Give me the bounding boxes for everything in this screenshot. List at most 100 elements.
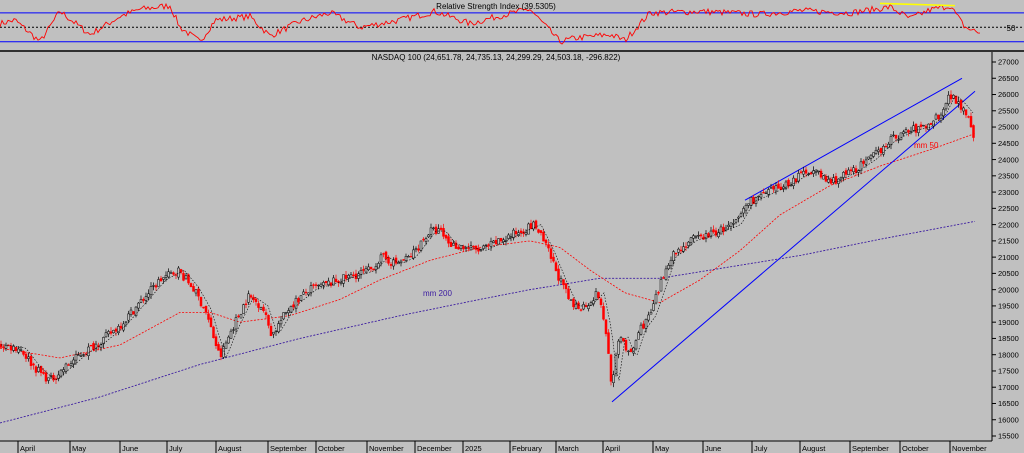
candle-body — [149, 286, 153, 296]
candle-body — [362, 269, 365, 271]
x-tick-label: June — [122, 444, 138, 453]
candle-body — [162, 277, 165, 280]
candle-body — [27, 356, 30, 359]
candle-body — [262, 306, 265, 312]
candle-body — [347, 275, 350, 279]
candle-body — [879, 148, 883, 154]
x-tick-label: March — [558, 444, 579, 453]
candle-body — [689, 237, 693, 243]
candle-body — [394, 257, 398, 264]
candle-body — [692, 235, 695, 239]
candle-body — [569, 299, 573, 301]
candle-body — [732, 223, 735, 225]
candle-body — [329, 282, 333, 286]
candle-body — [74, 354, 78, 361]
rsi-line — [0, 2, 980, 45]
candle-body — [617, 340, 620, 355]
candle-body — [969, 116, 973, 128]
candle-body — [179, 269, 183, 273]
candle-body — [882, 146, 885, 155]
candle-body — [32, 363, 35, 366]
candle-body — [552, 256, 555, 262]
candle-body — [514, 231, 518, 235]
candle-body — [554, 262, 558, 272]
candle-body — [192, 286, 195, 292]
candle-body — [644, 319, 648, 329]
candle-body — [109, 331, 113, 334]
candle-body — [869, 154, 873, 159]
candle-body — [897, 139, 900, 141]
candle-body — [449, 241, 453, 247]
candle-body — [792, 177, 795, 186]
candle-body — [904, 129, 908, 133]
candle-body — [722, 226, 725, 232]
candle-body — [72, 359, 75, 365]
candle-body — [544, 239, 548, 244]
candle-body — [464, 247, 468, 249]
candle-body — [287, 310, 290, 314]
y-tick-label: 19000 — [998, 318, 1019, 327]
candle-body — [49, 375, 53, 377]
candle-body — [667, 265, 670, 270]
x-tick-label: April — [605, 444, 620, 453]
candle-body — [462, 246, 465, 250]
candle-body — [364, 268, 368, 273]
candle-body — [872, 152, 875, 157]
candle-body — [944, 102, 948, 110]
candle-body — [47, 377, 50, 381]
candle-body — [229, 330, 233, 339]
candle-body — [187, 274, 190, 284]
candle-body — [337, 281, 340, 283]
candle-body — [212, 326, 215, 339]
y-tick-label: 15500 — [998, 432, 1019, 441]
candle-body — [729, 222, 733, 227]
candle-body — [642, 323, 645, 329]
candle-body — [512, 229, 515, 239]
candle-body — [947, 94, 950, 105]
x-tick-label: June — [705, 444, 721, 453]
y-tick-label: 21000 — [998, 253, 1019, 262]
candle-body — [112, 330, 115, 334]
candle-body — [624, 339, 628, 351]
y-tick-label: 20000 — [998, 285, 1019, 294]
candle-body — [602, 306, 605, 320]
candle-body — [59, 369, 63, 377]
candle-body — [467, 247, 470, 249]
candle-body — [564, 283, 568, 290]
candle-body — [389, 264, 393, 266]
candle-body — [249, 295, 253, 298]
candle-body — [314, 284, 318, 286]
y-tick-label: 22000 — [998, 220, 1019, 229]
candle-body — [284, 312, 288, 314]
x-tick-label: July — [169, 444, 183, 453]
candle-body — [257, 303, 260, 308]
candle-body — [782, 186, 785, 190]
x-tick-label: May — [655, 444, 669, 453]
x-tick-label: October — [902, 444, 929, 453]
candle-body — [659, 279, 663, 292]
candle-body — [919, 124, 923, 127]
candle-body — [419, 240, 423, 251]
candle-body — [392, 259, 395, 267]
candle-body — [619, 337, 623, 343]
candle-body — [129, 309, 133, 316]
candle-body — [319, 283, 323, 287]
candle-body — [787, 179, 790, 187]
y-tick-label: 26500 — [998, 74, 1019, 83]
candle-body — [442, 228, 445, 237]
candle-body — [77, 354, 80, 356]
candle-body — [724, 227, 728, 231]
candle-body — [2, 346, 5, 348]
candle-body — [534, 220, 538, 229]
y-tick-label: 22500 — [998, 204, 1019, 213]
candle-body — [597, 292, 600, 299]
ma200-label: mm 200 — [423, 289, 452, 298]
candle-body — [887, 143, 890, 148]
candle-body — [547, 244, 550, 249]
candle-body — [892, 134, 895, 137]
candle-body — [754, 197, 758, 204]
candle-body — [134, 306, 138, 317]
candle-body — [727, 224, 730, 227]
candle-body — [444, 234, 448, 239]
candle-body — [224, 342, 228, 349]
